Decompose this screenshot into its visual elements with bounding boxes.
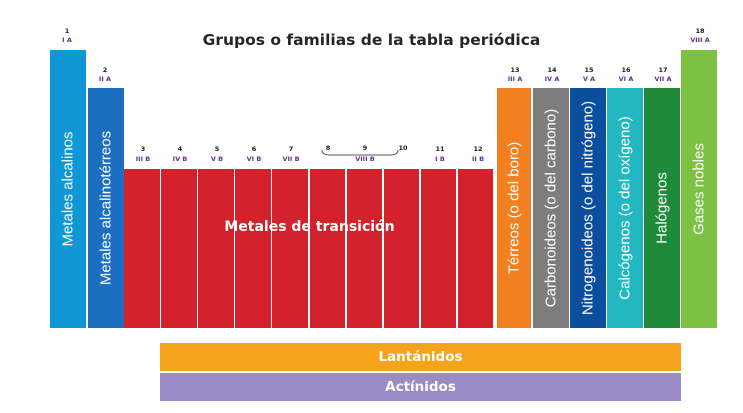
group-7-roman: VII B — [282, 155, 300, 163]
column-nitrogenoideos: Nitrogenoideos (o del nitrógeno) — [570, 88, 606, 328]
label-nitrogenoideos: Nitrogenoideos (o del nitrógeno) — [579, 100, 597, 316]
label-metales-alcalinos: Metales alcalinos — [59, 131, 77, 247]
transition-cell-group-11 — [420, 169, 457, 328]
group-11-roman: I B — [435, 155, 445, 163]
label-gases-nobles: Gases nobles — [690, 143, 708, 235]
transition-cell-group-8 — [309, 169, 346, 328]
group-14-roman: IV A — [544, 75, 560, 83]
label-halogenos: Halógenos — [653, 172, 671, 244]
transition-cell-group-6 — [235, 169, 271, 328]
group-18-number: 18 — [695, 27, 705, 35]
group-11-number: 11 — [435, 145, 445, 153]
label-lantanidos: Lantánidos — [378, 349, 463, 365]
column-halogenos: Halógenos — [644, 88, 680, 328]
group-17-roman: VII A — [654, 75, 672, 83]
column-terreos: Térreos (o del boro) — [497, 88, 531, 328]
band-lantanidos: Lantánidos — [160, 343, 681, 371]
group-15-number: 15 — [584, 66, 594, 74]
group-13-roman: III A — [507, 75, 523, 83]
column-metales-alcalinos: Metales alcalinos — [50, 50, 86, 328]
group-8-10-brace — [321, 149, 399, 156]
group-5-number: 5 — [214, 145, 220, 153]
diagram-title: Grupos o familias de la tabla periódica — [202, 31, 541, 49]
group-1-roman: I A — [62, 36, 72, 44]
group-12-roman: II B — [471, 155, 485, 163]
group-8-10-roman: VIII B — [355, 155, 375, 163]
group-15-roman: V A — [582, 75, 596, 83]
column-metales-alcalinoterreos: Metales alcalinotérreos — [88, 88, 124, 328]
group-2-roman: II A — [98, 75, 112, 83]
group-14-number: 14 — [547, 66, 557, 74]
group-16-number: 16 — [621, 66, 631, 74]
group-6-roman: VI B — [246, 155, 262, 163]
transition-cell-group-12 — [457, 169, 494, 328]
group-16-roman: VI A — [618, 75, 634, 83]
label-terreos: Térreos (o del boro) — [505, 141, 523, 275]
group-18-roman: VIII A — [690, 36, 710, 44]
transition-metals-block: Metales de transición — [124, 169, 495, 328]
group-3-roman: III B — [135, 155, 151, 163]
transition-cell-group-7 — [272, 169, 308, 328]
group-1-number: 1 — [64, 27, 70, 35]
transition-cell-group-3 — [124, 169, 160, 328]
group-8-number: 8 — [325, 144, 331, 152]
transition-cell-group-10 — [383, 169, 420, 328]
label-calcogenos: Calcógenos (o del oxígeno) — [616, 116, 634, 300]
group-5-roman: V B — [210, 155, 224, 163]
group-10-number: 10 — [398, 144, 408, 152]
group-17-number: 17 — [658, 66, 668, 74]
group-3-number: 3 — [140, 145, 146, 153]
group-6-number: 6 — [251, 145, 257, 153]
label-metales-alcalinoterreos: Metales alcalinotérreos — [97, 130, 115, 286]
group-2-number: 2 — [102, 66, 108, 74]
group-13-number: 13 — [510, 66, 520, 74]
label-carbonoideos: Carbonoideos (o del carbono) — [542, 108, 560, 308]
group-12-number: 12 — [473, 145, 483, 153]
band-actinidos: Actínidos — [160, 373, 681, 401]
label-metales-de-transicion: Metales de transición — [224, 219, 395, 235]
group-4-number: 4 — [177, 145, 183, 153]
column-calcogenos: Calcógenos (o del oxígeno) — [607, 88, 643, 328]
column-carbonoideos: Carbonoideos (o del carbono) — [533, 88, 569, 328]
transition-cell-group-5 — [198, 169, 234, 328]
column-gases-nobles: Gases nobles — [681, 50, 717, 328]
transition-cell-group-4 — [161, 169, 197, 328]
label-actinidos: Actínidos — [385, 379, 456, 395]
group-9-number: 9 — [362, 144, 368, 152]
group-7-number: 7 — [288, 145, 294, 153]
group-4-roman: IV B — [172, 155, 188, 163]
transition-cell-group-9 — [346, 169, 383, 328]
